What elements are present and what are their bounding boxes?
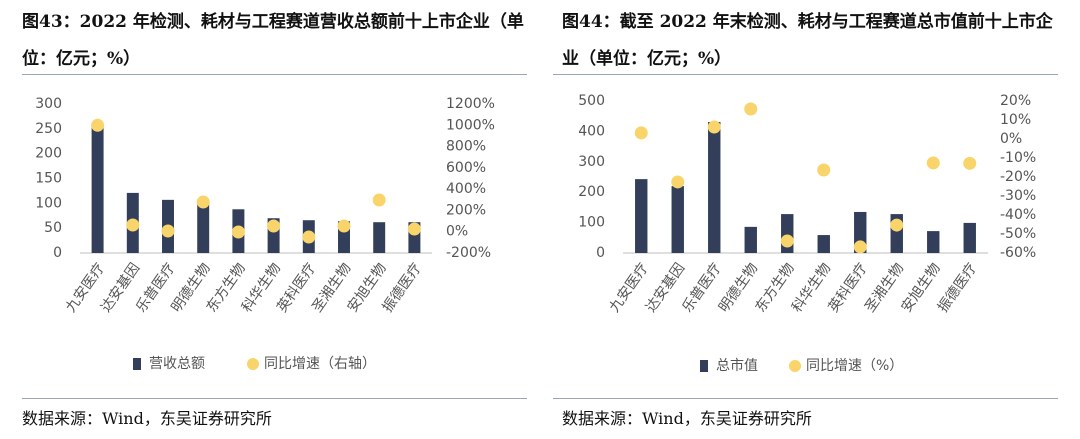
- dot: [267, 219, 281, 233]
- legend-label: 营收总额: [149, 356, 205, 372]
- y-tick-label: 400: [578, 123, 605, 139]
- legend-label: 同比增速（右轴）: [264, 356, 376, 372]
- legend-swatch: [700, 360, 708, 372]
- y-tick-label: 500: [578, 93, 605, 109]
- dot: [963, 156, 977, 170]
- y2-tick-label: 10%: [1000, 112, 1031, 128]
- bar: [963, 222, 976, 253]
- dot: [634, 126, 648, 140]
- y2-tick-label: 0%: [1000, 131, 1022, 147]
- y2-tick-label: 0%: [446, 224, 468, 240]
- dot: [707, 120, 721, 134]
- dot: [744, 102, 758, 116]
- dot: [926, 156, 940, 170]
- y2-tick-label: -40%: [1000, 207, 1036, 223]
- y-tick-label: 100: [35, 195, 62, 211]
- bar: [744, 226, 757, 253]
- divider: [22, 74, 527, 75]
- y2-tick-label: 400%: [446, 181, 486, 197]
- y-tick-label: 0: [53, 245, 62, 261]
- chart-title: 图43：2022 年检测、耗材与工程赛道营收总额前十上市企业（单位：亿元；%）: [22, 12, 524, 69]
- dot: [231, 225, 245, 239]
- dot: [372, 193, 386, 207]
- bar: [197, 201, 210, 253]
- dot: [196, 195, 210, 209]
- y2-tick-label: 200%: [446, 202, 486, 218]
- legend-swatch: [247, 358, 259, 370]
- y-tick-label: 0: [596, 245, 605, 261]
- y-tick-label: 150: [35, 171, 62, 187]
- legend-swatch: [133, 358, 141, 370]
- y-tick-label: 300: [35, 96, 62, 112]
- dot: [817, 163, 831, 177]
- dot: [91, 118, 105, 132]
- bar: [817, 235, 830, 253]
- y2-tick-label: -20%: [1000, 169, 1036, 185]
- y-tick-label: 200: [35, 146, 62, 162]
- y2-tick-label: -10%: [1000, 150, 1036, 166]
- y-tick-label: 200: [578, 184, 605, 200]
- bar: [338, 221, 350, 253]
- y-tick-label: 50: [44, 220, 62, 236]
- source-note: 数据来源：Wind，东吴证券研究所: [22, 409, 272, 428]
- bar: [927, 231, 940, 253]
- y2-tick-label: 1200%: [446, 96, 495, 112]
- source-note: 数据来源：Wind，东吴证券研究所: [562, 409, 812, 428]
- y2-tick-label: -50%: [1000, 226, 1036, 242]
- dot: [853, 240, 867, 254]
- dot: [161, 224, 175, 238]
- bar: [267, 218, 280, 253]
- dot: [407, 222, 421, 236]
- divider: [553, 398, 1058, 399]
- bar: [635, 179, 648, 253]
- y-tick-label: 250: [35, 121, 62, 137]
- legend-label: 总市值: [716, 357, 758, 374]
- bar: [708, 121, 721, 253]
- dot: [126, 218, 140, 232]
- legend-swatch: [789, 360, 801, 372]
- legend-label: 同比增速（%）: [806, 358, 903, 374]
- y-tick-label: 300: [578, 154, 605, 170]
- dot: [890, 218, 904, 232]
- y2-tick-label: -200%: [446, 245, 491, 261]
- dot: [337, 219, 351, 233]
- y2-tick-label: 1000%: [446, 117, 495, 133]
- y2-tick-label: 600%: [446, 160, 486, 176]
- y2-tick-label: 20%: [1000, 93, 1031, 109]
- bar: [408, 222, 421, 253]
- y2-tick-label: -30%: [1000, 188, 1036, 204]
- dot: [302, 230, 316, 244]
- y2-tick-label: -60%: [1000, 245, 1036, 261]
- bar: [671, 186, 684, 253]
- y2-tick-label: 800%: [446, 139, 486, 155]
- y-tick-label: 100: [578, 215, 605, 231]
- dot: [780, 234, 794, 248]
- chart-title: 图44：截至 2022 年末检测、耗材与工程赛道总市值前十上市企业（单位：亿元；…: [562, 12, 1053, 69]
- dot: [671, 175, 685, 189]
- bar: [91, 123, 104, 253]
- bar: [373, 222, 386, 253]
- divider: [553, 74, 1058, 75]
- divider: [22, 398, 527, 399]
